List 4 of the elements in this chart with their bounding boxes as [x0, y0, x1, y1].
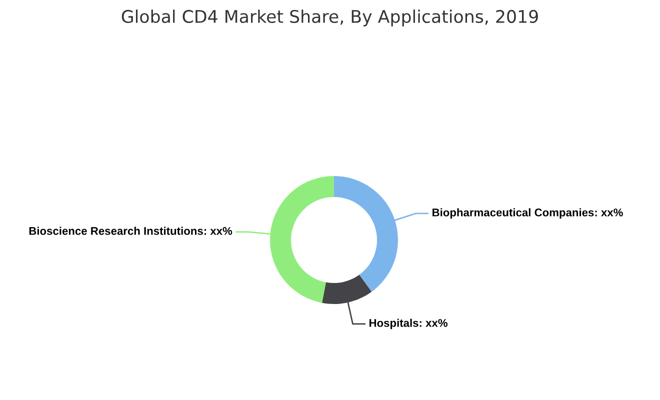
chart-title: Global CD4 Market Share, By Applications, 2019 — [122, 10, 538, 26]
slice-label: Bioscience Research Institutions: xx% — [29, 226, 232, 235]
slice-label: Hospitals: xx% — [370, 318, 448, 330]
slice-label: Biopharmaceutical Companies: xx% — [432, 208, 623, 219]
